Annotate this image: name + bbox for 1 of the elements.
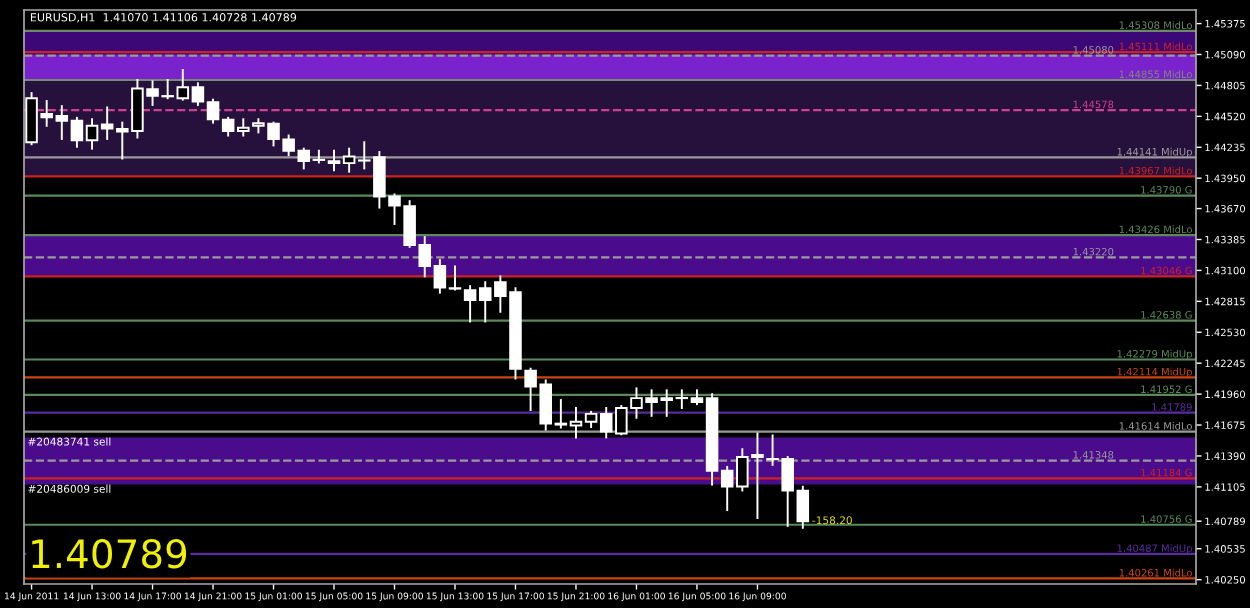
annotation: 1.40789 (32, 539, 187, 569)
